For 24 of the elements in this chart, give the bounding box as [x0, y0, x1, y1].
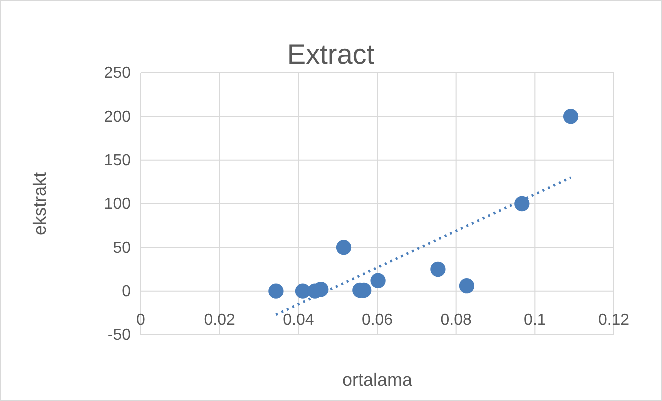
- point: [430, 262, 446, 278]
- x-tick-label: 0.1: [524, 312, 546, 329]
- point: [370, 273, 386, 288]
- point: [514, 196, 530, 212]
- x-tick-label: 0: [136, 312, 146, 329]
- x-tick-label: 0.12: [598, 312, 630, 329]
- point: [268, 284, 284, 299]
- point: [459, 278, 475, 294]
- point: [336, 240, 352, 256]
- chart-title: Extract: [287, 39, 375, 70]
- y-tick-label: 250: [104, 65, 132, 82]
- y-tick-label: 100: [104, 196, 132, 214]
- y-tick-label: -50: [108, 327, 132, 344]
- y-tick-label: 50: [113, 240, 132, 257]
- x-tick-label: 0.08: [440, 312, 472, 329]
- x-tick-label: 0.02: [204, 312, 236, 329]
- x-tick-label: 0.06: [362, 312, 394, 329]
- y-tick-label: 150: [104, 152, 132, 170]
- x-tick-label: 0.04: [283, 312, 314, 329]
- x-axis-title: ortalama: [342, 370, 414, 390]
- point: [563, 109, 579, 124]
- y-tick-label: 0: [122, 283, 132, 300]
- y-axis-title: ekstrakt: [30, 172, 50, 236]
- y-tick-label: 200: [104, 108, 132, 126]
